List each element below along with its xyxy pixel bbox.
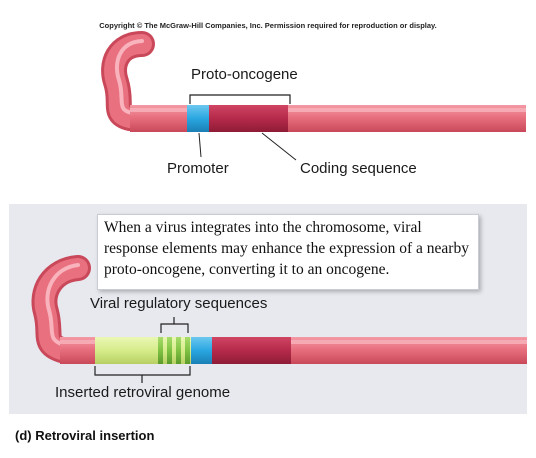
- viral-regulatory-band-1: [158, 337, 163, 364]
- callout-text: When a virus integrates into the chromos…: [104, 219, 469, 278]
- promoter-region: [187, 105, 209, 132]
- coding-leader: [261, 132, 297, 161]
- viral-regulatory-bracket: [160, 317, 189, 333]
- coding-sequence-label: Coding sequence: [300, 160, 417, 177]
- inserted-genome-bracket: [94, 366, 191, 383]
- inserted-genome-label: Inserted retroviral genome: [55, 384, 231, 401]
- coding-sequence-region: [209, 105, 288, 132]
- coding-sequence-region: [212, 337, 291, 364]
- promoter-region: [191, 337, 212, 364]
- figure-caption: (d) Retroviral insertion: [15, 428, 155, 443]
- viral-regulatory-band-2: [167, 337, 172, 364]
- promoter-label: Promoter: [167, 160, 229, 177]
- viral-regulatory-label: Viral regulatory sequences: [90, 295, 268, 312]
- viral-regulatory-band-4: [185, 337, 190, 364]
- retroviral-genome-region: [95, 337, 191, 364]
- proto-oncogene-label: Proto-oncogene: [191, 66, 298, 83]
- viral-regulatory-band-3: [176, 337, 181, 364]
- promoter-leader: [198, 132, 202, 158]
- callout-box: [97, 214, 479, 290]
- proto-oncogene-bracket: [189, 94, 291, 104]
- copyright-notice: Copyright © The McGraw-Hill Companies, I…: [99, 21, 437, 30]
